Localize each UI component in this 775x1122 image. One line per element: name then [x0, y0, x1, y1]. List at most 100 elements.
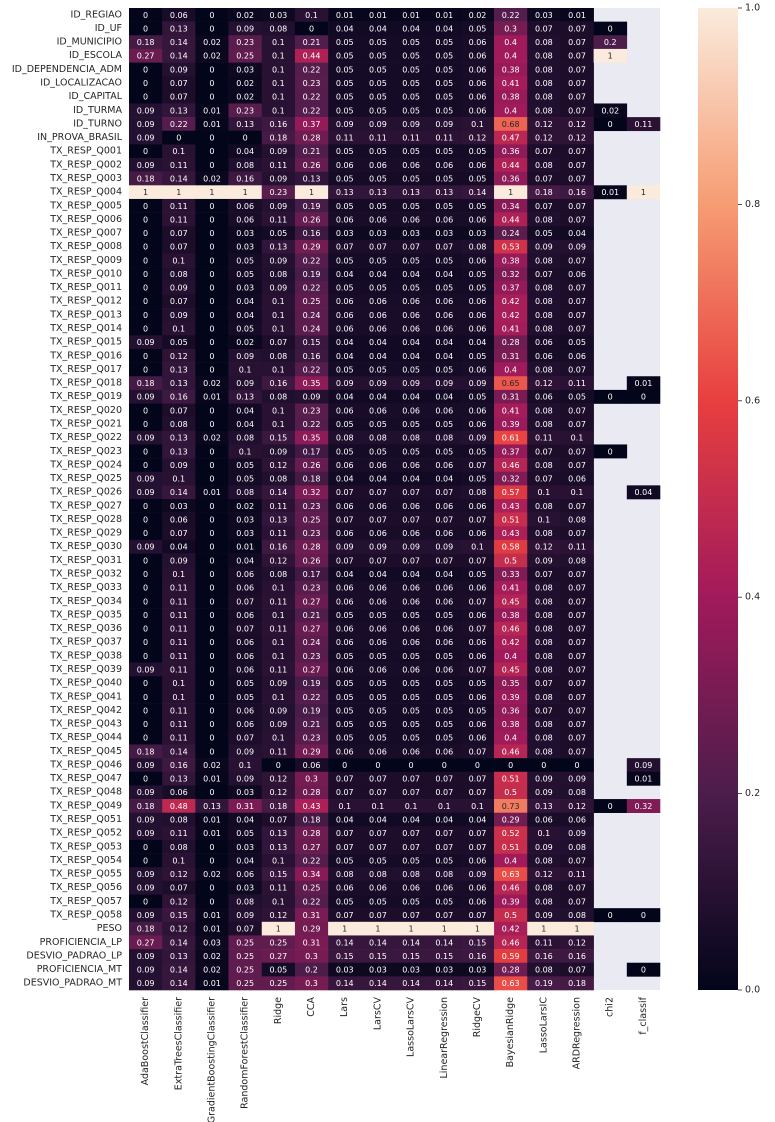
cell-label: 0.42: [502, 638, 520, 647]
heatmap-cell: [294, 321, 329, 336]
cell-label: 0.29: [502, 816, 520, 825]
cell-label: 0: [409, 761, 414, 770]
heatmap-cell: [361, 703, 395, 718]
heatmap-cell: [328, 471, 362, 486]
cell-label: 0.1: [172, 256, 185, 265]
cell-label: 0.04: [402, 338, 420, 347]
cell-label: 0.05: [336, 897, 354, 906]
cell-label: 0.06: [435, 529, 453, 538]
heatmap-cell: [560, 253, 594, 268]
cell-label: 0.06: [369, 597, 387, 606]
cell-label: 0.05: [435, 611, 453, 620]
heatmap-cell: [162, 376, 196, 391]
heatmap-cell: [261, 158, 296, 172]
heatmap-cell: [195, 376, 229, 391]
cell-label: 0.06: [435, 638, 453, 647]
heatmap-cell: [361, 158, 395, 172]
cell-label: 0.02: [469, 11, 487, 20]
cell-label: 0.27: [137, 938, 155, 947]
heatmap-cell: [162, 389, 196, 404]
cell-label: 0.4: [504, 652, 517, 661]
cell-label: 0.03: [203, 938, 221, 947]
y-tick-label: TX_RESP_Q004: [49, 187, 122, 198]
cell-label: 0.14: [336, 979, 354, 988]
heatmap-cell: [560, 48, 594, 63]
heatmap-cell: [129, 689, 163, 704]
cell-label: 0: [143, 775, 148, 784]
heatmap-cell: [361, 403, 395, 418]
cell-label: 0: [143, 652, 148, 661]
cell-label: 0.11: [369, 134, 387, 143]
heatmap-cell: [195, 267, 229, 282]
heatmap-cell: [162, 499, 196, 513]
cell-label: 0: [442, 761, 447, 770]
heatmap-cell: [328, 117, 362, 132]
cell-label: 0.46: [502, 625, 520, 634]
cell-label: 0: [209, 215, 214, 224]
cell-label: 0.04: [236, 816, 254, 825]
y-tick-label: TX_RESP_Q026: [49, 487, 122, 498]
heatmap-cell: [394, 376, 428, 391]
heatmap-cell: [494, 158, 528, 172]
heatmap-cell: [261, 253, 296, 268]
cell-label: 0.05: [435, 679, 453, 688]
heatmap-cell: [162, 21, 196, 36]
heatmap-cell: [195, 76, 229, 91]
cell-label: 0.46: [502, 461, 520, 470]
cell-label: 0: [608, 24, 613, 33]
cell-label: 0.06: [469, 584, 487, 593]
cell-label: 0.06: [236, 611, 254, 620]
cell-label: 0.07: [435, 243, 453, 252]
cell-label: 0.07: [568, 856, 586, 865]
cell-label: 0.05: [369, 79, 387, 88]
heatmap-cell: [361, 485, 395, 500]
cell-label: 0.07: [469, 515, 487, 524]
heatmap-cell: [361, 376, 395, 391]
cell-label: 0.27: [269, 952, 287, 961]
cell-label: 0.05: [236, 829, 254, 838]
cell-label: 0.05: [336, 365, 354, 374]
heatmap-cell: [394, 280, 428, 295]
heatmap-cell: [162, 226, 196, 241]
cell-label: 0.23: [236, 106, 254, 115]
cell-label: 0: [209, 734, 214, 743]
heatmap-cell: [328, 744, 362, 759]
cell-label: 0.09: [568, 243, 586, 252]
cell-label: 0.13: [236, 120, 254, 129]
cell-label: 0.32: [635, 802, 653, 811]
heatmap-cell: [494, 171, 528, 186]
cell-label: 0.11: [402, 134, 420, 143]
y-tick-label: TX_RESP_Q029: [49, 528, 122, 539]
heatmap-cell: [494, 280, 528, 295]
cell-label: 0.22: [303, 420, 321, 429]
cell-label: 0.08: [402, 870, 420, 879]
cell-label: 0.01: [203, 911, 221, 920]
heatmap-cell: [427, 267, 462, 282]
heatmap-cell: [162, 717, 196, 732]
cell-label: 0.05: [369, 734, 387, 743]
cell-label: 0.09: [535, 843, 553, 852]
heatmap-cell: [626, 389, 661, 404]
heatmap-cell: [527, 703, 561, 718]
y-tick-label: PROFICIENCIA_MT: [37, 964, 122, 975]
cell-label: 0.12: [535, 543, 553, 552]
cell-label: 0.06: [435, 311, 453, 320]
heatmap-cell: [261, 744, 296, 759]
heatmap-cell: [162, 703, 196, 718]
heatmap-cell: [427, 744, 462, 759]
cell-label: 0.05: [435, 856, 453, 865]
cell-label: 0.08: [535, 502, 553, 511]
heatmap-cell: [560, 376, 594, 391]
cell-label: 0.07: [568, 529, 586, 538]
heatmap-cell: [394, 539, 428, 554]
cell-label: 0.12: [535, 120, 553, 129]
heatmap-cell: [427, 335, 462, 350]
heatmap-cell: [460, 35, 495, 50]
heatmap-cell: [560, 89, 594, 104]
heatmap-cell: [394, 226, 428, 241]
cell-label: 0.06: [236, 584, 254, 593]
heatmap-cell: [361, 35, 395, 50]
cell-label: 0.32: [303, 488, 321, 497]
heatmap-cell: [162, 430, 196, 445]
heatmap-cell: [328, 649, 362, 663]
